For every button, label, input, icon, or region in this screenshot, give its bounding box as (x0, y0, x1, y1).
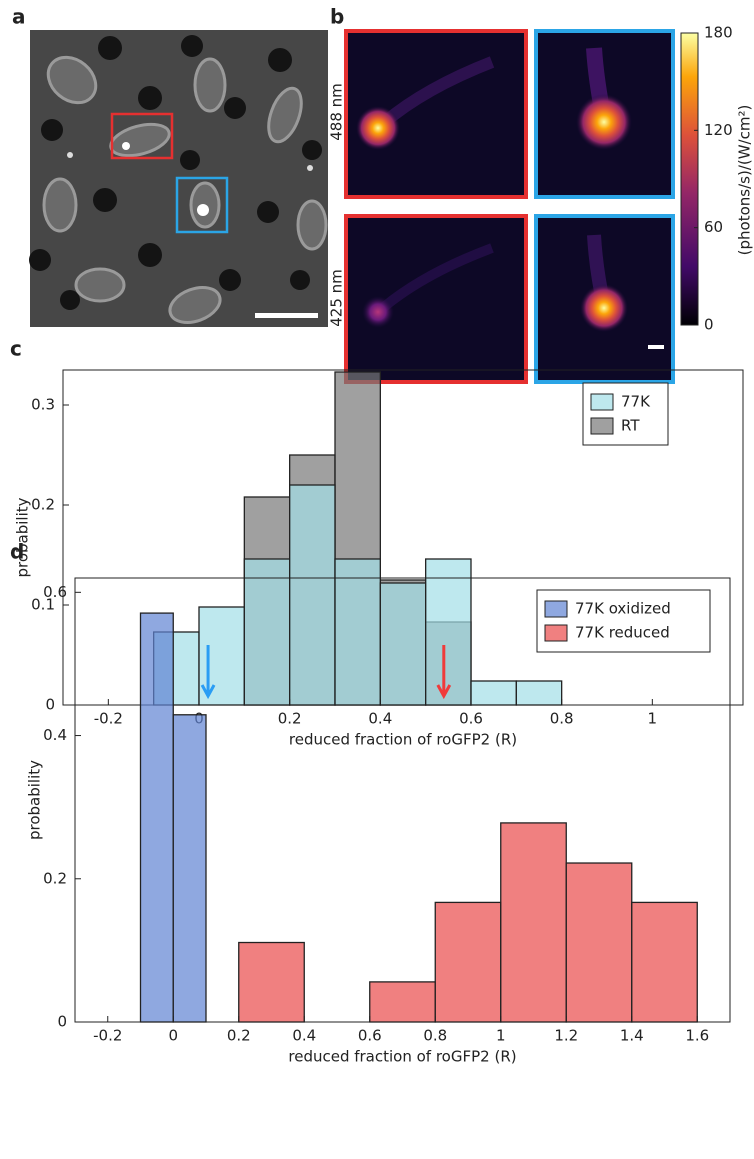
x-tick-label: 0.4 (368, 710, 392, 728)
row-label: 425 nm (328, 269, 346, 327)
legend-swatch (590, 417, 614, 435)
colorbar-tick-label: 180 (704, 24, 733, 42)
axes-box (74, 577, 731, 1023)
legend-swatch (590, 393, 614, 411)
panel-label: c (10, 337, 22, 361)
y-tick-label: 0 (57, 1013, 67, 1031)
bar (500, 822, 567, 1023)
x-tick-label: -0.2 (93, 1027, 122, 1045)
x-tick-label: 0.6 (358, 1027, 382, 1045)
y-tick-label: 0.1 (31, 596, 55, 614)
panel-label: a (12, 5, 26, 29)
legend-swatch (544, 624, 568, 642)
x-tick-label: 0 (168, 1027, 178, 1045)
legend-box (582, 382, 669, 446)
x-tick-label: 1.6 (685, 1027, 709, 1045)
bar (198, 606, 245, 706)
bar (334, 558, 381, 706)
bar (172, 714, 207, 1023)
heatmap-images (344, 29, 699, 384)
axes-box (62, 369, 744, 706)
panel-label: b (330, 5, 344, 29)
arrow (200, 645, 216, 700)
x-tick-label: 0.8 (423, 1027, 447, 1045)
bar (434, 901, 502, 1023)
bar (565, 862, 633, 1023)
bar (379, 582, 427, 706)
y-tick-label: 0.2 (31, 496, 55, 514)
x-tick-label: -0.2 (94, 710, 123, 728)
legend-box (536, 589, 711, 653)
bar (470, 680, 517, 706)
colorbar-tick-label: 120 (704, 121, 733, 139)
colorbar-tick-label: 60 (704, 218, 723, 236)
legend-label: 77K (621, 393, 651, 411)
x-axis-label: reduced fraction of roGFP2 (R) (289, 731, 517, 749)
x-tick-label: 0.2 (278, 710, 302, 728)
x-tick-label: 1 (496, 1027, 506, 1045)
x-tick-label: 0.8 (550, 710, 574, 728)
x-tick-label: 0.4 (292, 1027, 316, 1045)
bar (139, 612, 174, 1023)
x-tick-label: 0.6 (459, 710, 483, 728)
legend-label: 77K oxidized (575, 600, 671, 618)
bar (243, 558, 291, 706)
x-tick-label: 1 (648, 710, 658, 728)
panel-label: d (10, 540, 24, 564)
y-tick-label: 0.4 (43, 726, 67, 744)
bar (425, 558, 472, 706)
y-tick-label: 0.3 (31, 396, 55, 414)
legend-swatch (544, 600, 568, 618)
x-tick-label: 1.4 (620, 1027, 644, 1045)
bar (289, 484, 336, 706)
row-label: 488 nm (328, 83, 346, 141)
bar (631, 901, 698, 1023)
x-axis-label: reduced fraction of roGFP2 (R) (288, 1048, 516, 1066)
x-tick-label: 1.2 (554, 1027, 578, 1045)
y-tick-label: 0.6 (43, 583, 67, 601)
legend-label: RT (621, 417, 640, 435)
y-axis-label: probability (26, 760, 44, 840)
bar (515, 680, 563, 706)
micrograph (29, 30, 328, 327)
legend-label: 77K reduced (575, 624, 670, 642)
colorbar-label: (photons/s)/(W/cm²) (736, 105, 754, 256)
y-tick-label: 0 (45, 696, 55, 714)
y-axis-label: probability (14, 497, 32, 577)
x-tick-label: 0.2 (227, 1027, 251, 1045)
bar (369, 981, 436, 1023)
bar (238, 941, 305, 1023)
y-tick-label: 0.2 (43, 869, 67, 887)
colorbar-tick-label: 0 (704, 316, 714, 334)
arrow (436, 645, 452, 700)
